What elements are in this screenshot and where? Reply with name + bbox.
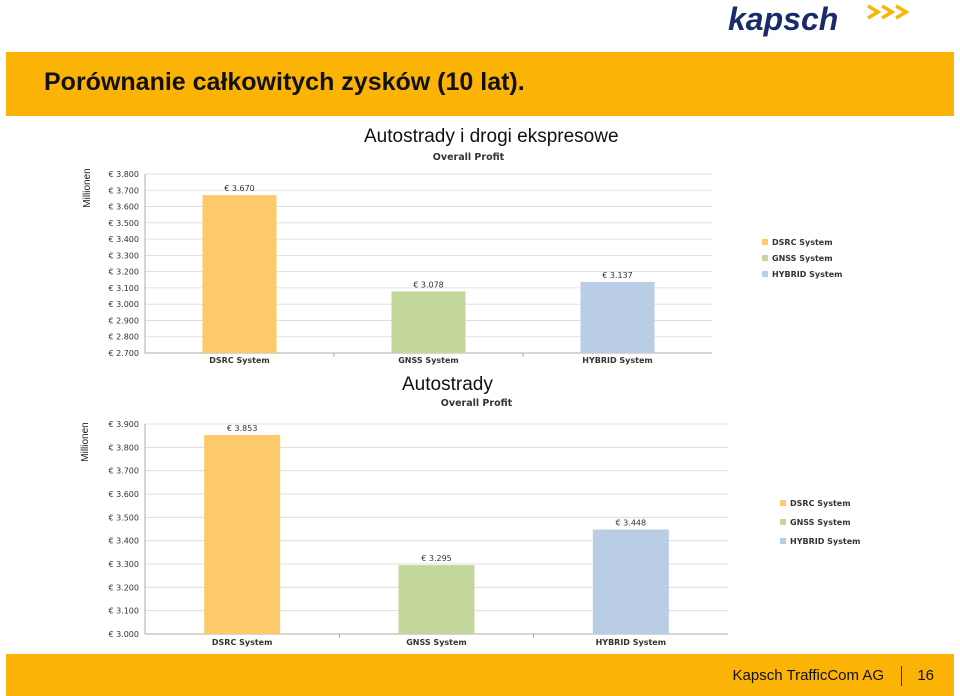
legend-swatch	[780, 500, 786, 506]
y-tick-label: € 3.600	[108, 203, 139, 212]
legend-swatch	[780, 538, 786, 544]
bar-dsrc-system	[204, 434, 281, 634]
footer-company: Kapsch TrafficCom AG	[732, 667, 884, 684]
y-tick-label: € 3.200	[108, 583, 139, 592]
data-label: € 3.295	[421, 554, 452, 563]
logo-wordmark: kapsch	[728, 1, 838, 37]
y-tick-label: € 3.900	[108, 420, 139, 429]
footer-bar: Kapsch TrafficCom AG 16	[6, 654, 954, 696]
y-tick-label: € 2.700	[108, 349, 139, 358]
legend-entry: GNSS System	[772, 254, 833, 263]
legend-entry: HYBRID System	[790, 537, 860, 546]
footer-separator	[901, 666, 902, 686]
y-tick-label: € 3.700	[108, 186, 139, 195]
page-number: 16	[917, 667, 934, 684]
y-tick-label: € 3.300	[108, 560, 139, 569]
y-tick-label: € 3.500	[108, 219, 139, 228]
legend-entry: HYBRID System	[772, 270, 842, 279]
bar-dsrc-system	[202, 195, 277, 353]
x-category-label: DSRC System	[209, 356, 270, 365]
chart-1: Overall Profit Millionen € 2.700 € 2.800 € 2…	[82, 152, 842, 365]
chart-title: Overall Profit	[433, 152, 505, 163]
y-tick-label: € 3.800	[108, 170, 139, 179]
y-tick-label: € 2.800	[108, 333, 139, 342]
chart-2: Overall Profit Millionen € 3.000 € 3.100 € 3…	[80, 398, 860, 647]
bar-gnss-system	[398, 565, 475, 634]
y-tick-label: € 3.800	[108, 443, 139, 452]
logo-arrows-icon	[867, 4, 910, 20]
y-tick-label: € 3.000	[108, 300, 139, 309]
title-bar: Porównanie całkowitych zysków (10 lat).	[6, 52, 954, 116]
data-label: € 3.078	[413, 280, 444, 289]
y-tick-label: € 3.400	[108, 537, 139, 546]
chart-title: Overall Profit	[441, 398, 513, 409]
legend-swatch	[780, 519, 786, 525]
legend-entry: DSRC System	[772, 238, 833, 247]
y-tick-label: € 3.000	[108, 630, 139, 639]
y-tick-label: € 3.400	[108, 235, 139, 244]
y-axis-label: Millionen	[80, 422, 91, 461]
x-category-label: DSRC System	[212, 638, 273, 647]
x-category-label: GNSS System	[398, 356, 459, 365]
y-tick-label: € 3.600	[108, 490, 139, 499]
legend-swatch	[762, 255, 768, 261]
data-label: € 3.137	[602, 271, 633, 280]
legend-swatch	[762, 239, 768, 245]
y-tick-label: € 3.300	[108, 251, 139, 260]
legend-entry: DSRC System	[790, 499, 851, 508]
chart-2-caption: Autostrady	[402, 374, 493, 395]
data-label: € 3.853	[227, 424, 258, 433]
y-tick-label: € 3.100	[108, 607, 139, 616]
y-tick-label: € 3.500	[108, 513, 139, 522]
bar-gnss-system	[391, 291, 466, 353]
y-tick-label: € 2.900	[108, 316, 139, 325]
y-axis-label: Millionen	[82, 168, 93, 207]
data-label: € 3.448	[616, 518, 647, 527]
page-title: Porównanie całkowitych zysków (10 lat).	[44, 68, 525, 96]
bar-hybrid-system	[592, 529, 669, 634]
bar-hybrid-system	[580, 281, 655, 353]
data-label: € 3.670	[224, 184, 255, 193]
x-category-label: HYBRID System	[596, 638, 666, 647]
y-tick-label: € 3.100	[108, 284, 139, 293]
y-tick-label: € 3.200	[108, 268, 139, 277]
x-category-label: HYBRID System	[582, 356, 652, 365]
legend-swatch	[762, 271, 768, 277]
legend-entry: GNSS System	[790, 518, 851, 527]
kapsch-logo: kapsch	[728, 1, 910, 37]
y-tick-label: € 3.700	[108, 467, 139, 476]
x-category-label: GNSS System	[406, 638, 467, 647]
chart-1-caption: Autostrady i drogi ekspresowe	[364, 126, 619, 147]
